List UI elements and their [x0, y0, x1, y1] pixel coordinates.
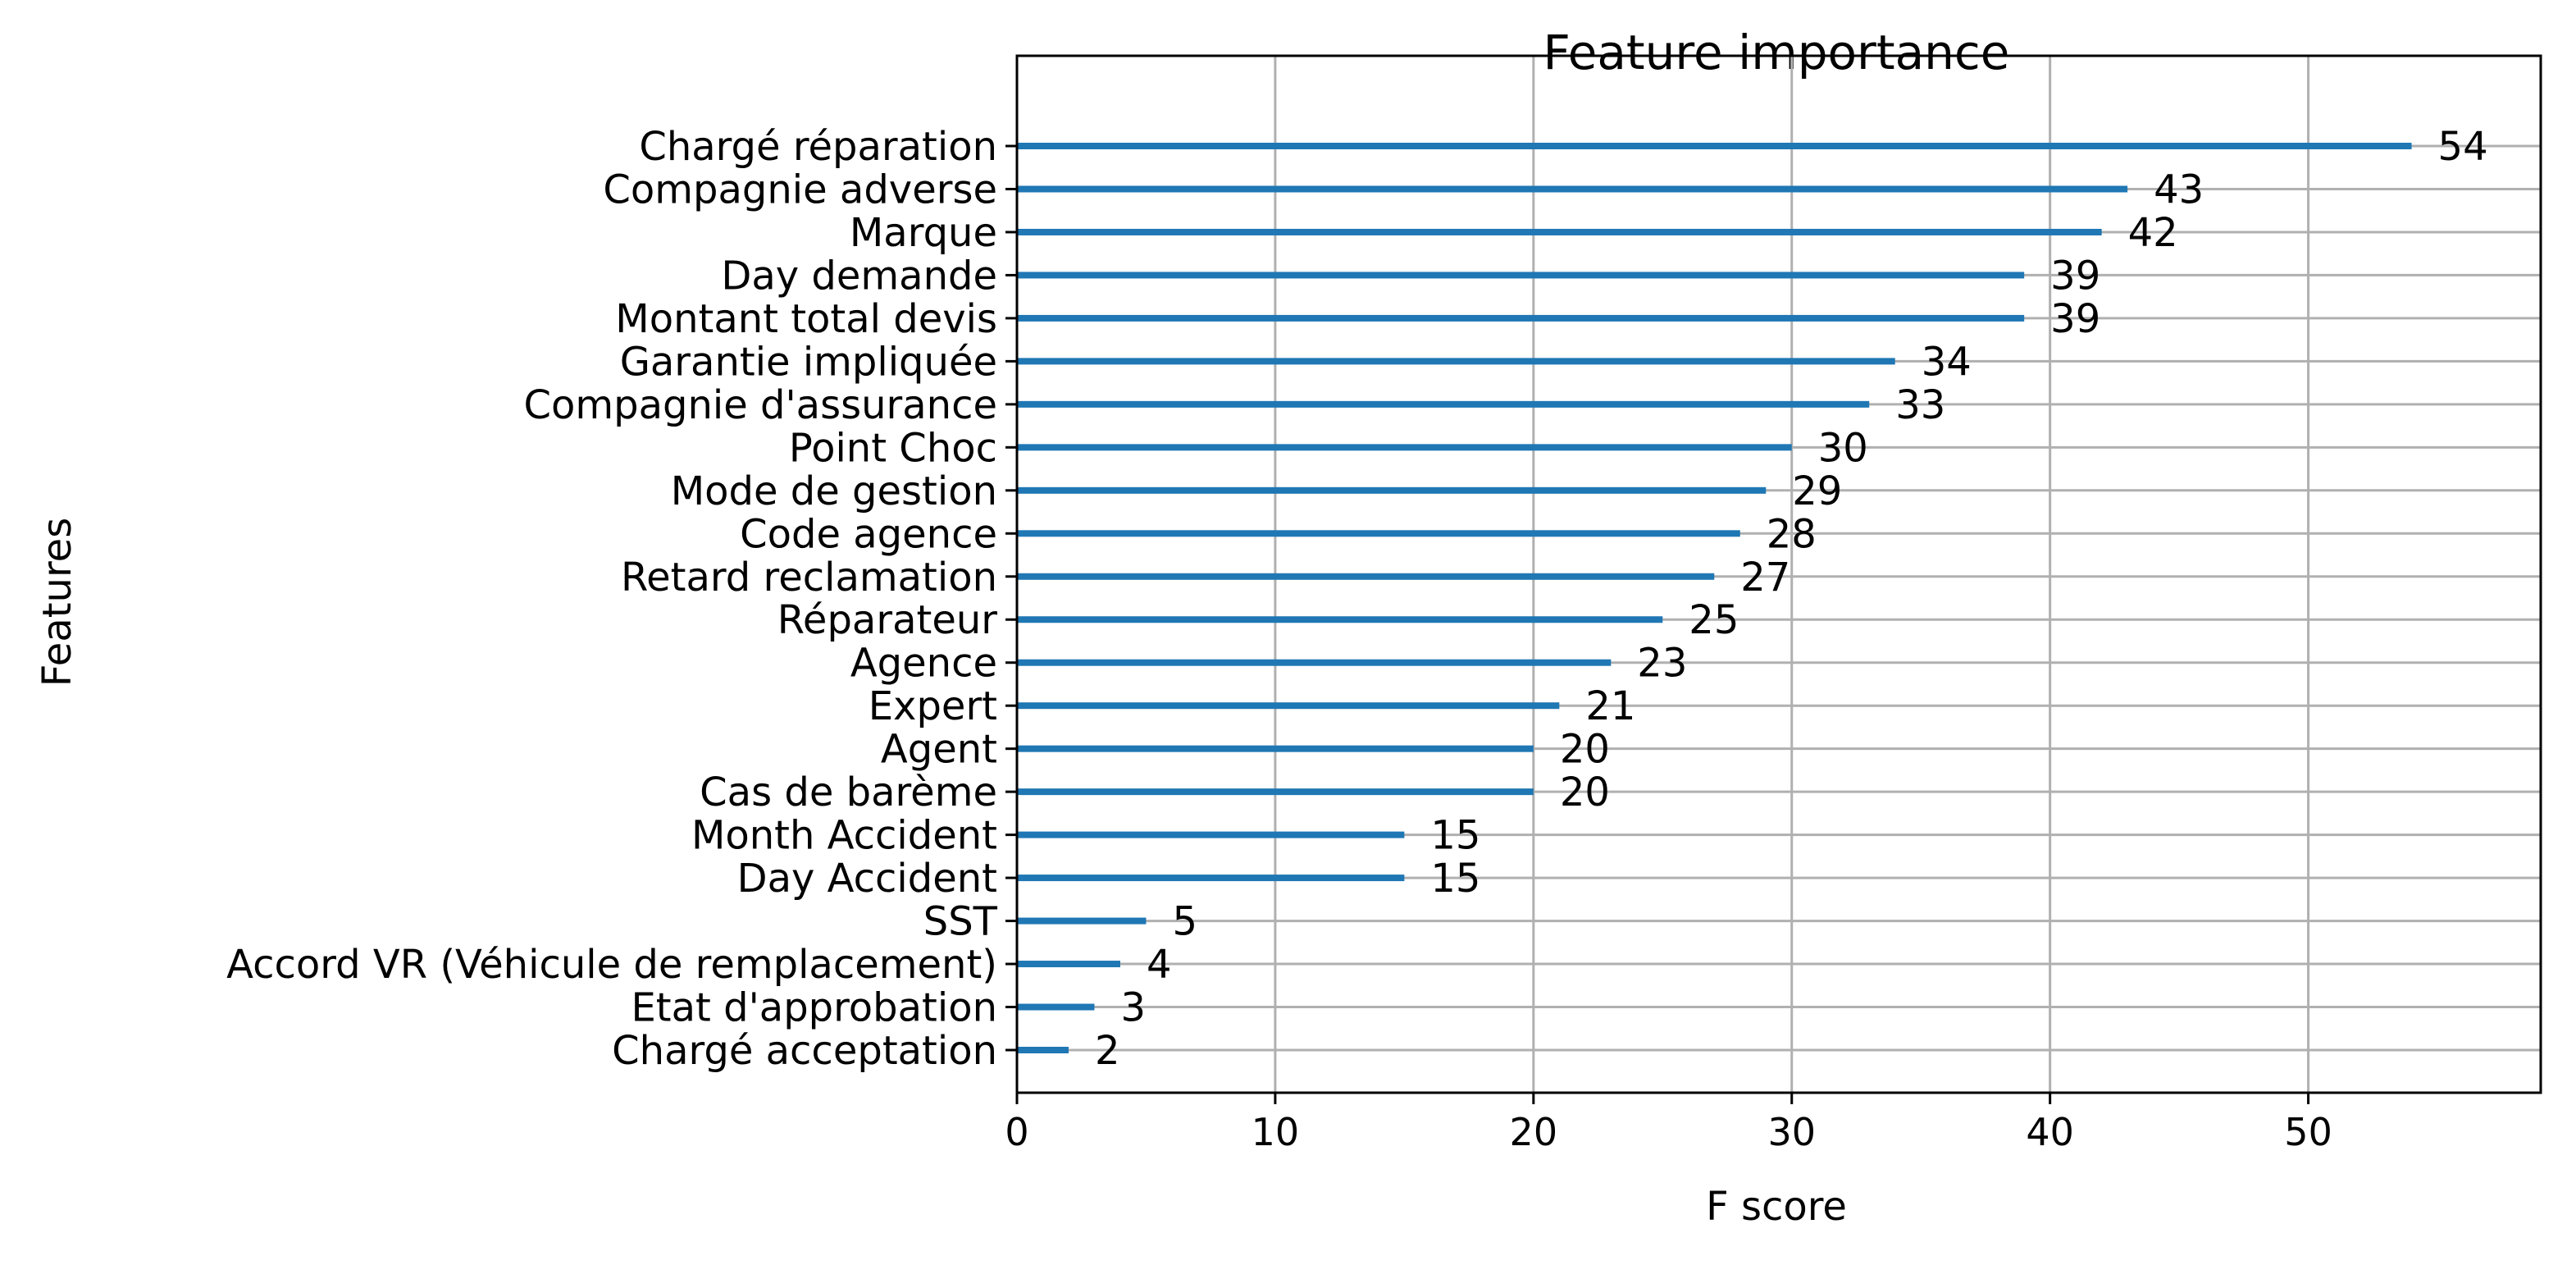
y-tick-label: Agence — [850, 641, 997, 687]
bar — [1017, 659, 1612, 666]
y-tick-label: Compagnie d'assurance — [523, 382, 997, 428]
y-tick-label: Expert — [869, 683, 997, 729]
x-tick-label: 0 — [1005, 1110, 1028, 1154]
value-label: 25 — [1689, 597, 1739, 643]
value-label: 39 — [2050, 296, 2100, 342]
bar — [1017, 358, 1895, 365]
bar — [1017, 831, 1405, 838]
value-label: 54 — [2438, 124, 2488, 170]
y-tick-label: Chargé acceptation — [612, 1028, 997, 1074]
value-label: 4 — [1147, 942, 1172, 988]
bar — [1017, 702, 1560, 710]
value-label: 27 — [1740, 555, 1790, 601]
y-tick-label: Agent — [881, 727, 997, 773]
value-label: 28 — [1767, 511, 1817, 557]
y-tick-label: Day demande — [721, 253, 997, 299]
value-label: 30 — [1818, 425, 1868, 471]
value-label: 39 — [2050, 253, 2100, 299]
y-tick-label: SST — [923, 899, 998, 945]
y-tick-label: Cas de barème — [700, 770, 997, 815]
bar — [1017, 486, 1767, 494]
value-label: 42 — [2128, 210, 2178, 256]
y-tick-label: Réparateur — [777, 597, 998, 643]
y-axis-label: Features — [34, 518, 80, 687]
y-tick-label: Month Accident — [691, 813, 997, 859]
y-tick-label: Montant total devis — [615, 296, 997, 342]
x-tick-label: 50 — [2284, 1110, 2332, 1154]
y-tick-label: Mode de gestion — [671, 468, 997, 514]
bar — [1017, 917, 1147, 925]
value-label: 43 — [2154, 167, 2204, 212]
y-tick-label: Day Accident — [737, 856, 997, 902]
x-tick-label: 30 — [1767, 1110, 1816, 1154]
y-tick-label: Accord VR (Véhicule de remplacement) — [226, 942, 997, 988]
bar — [1017, 444, 1792, 451]
y-tick-label: Compagnie adverse — [603, 167, 997, 212]
x-tick-labels: 0 10 20 30 40 50 — [1005, 1093, 2332, 1154]
bar — [1017, 788, 1534, 796]
value-label: 33 — [1895, 382, 1945, 428]
value-label: 15 — [1430, 813, 1480, 859]
y-tick-label: Garantie impliquée — [620, 339, 997, 385]
bar — [1017, 616, 1663, 623]
value-label: 34 — [1922, 339, 1972, 385]
value-label: 29 — [1792, 468, 1842, 514]
value-label: 20 — [1560, 727, 1610, 773]
value-label: 3 — [1120, 985, 1146, 1031]
x-tick-label: 10 — [1252, 1110, 1300, 1154]
bar — [1017, 1047, 1069, 1053]
chart-title: Feature importance — [1543, 25, 2010, 80]
x-tick-label: 20 — [1510, 1110, 1558, 1154]
value-label: 2 — [1095, 1028, 1120, 1074]
bar — [1017, 530, 1740, 537]
plot-frame — [1015, 54, 2542, 1094]
value-label: 21 — [1585, 683, 1635, 729]
bar — [1017, 745, 1534, 752]
y-tick-label: Etat d'approbation — [631, 985, 997, 1031]
bars — [1017, 143, 2412, 1053]
x-tick-label: 40 — [2026, 1110, 2074, 1154]
y-tick-label: Code agence — [740, 511, 997, 557]
bar — [1017, 573, 1715, 580]
bar — [1017, 228, 2102, 235]
bar — [1017, 185, 2128, 193]
bar — [1017, 314, 2025, 322]
value-label: 20 — [1560, 770, 1610, 815]
bar — [1017, 143, 2412, 149]
y-tick-label: Retard reclamation — [621, 555, 997, 601]
y-tick-label: Chargé réparation — [639, 124, 997, 170]
value-label: 23 — [1637, 641, 1687, 687]
y-tick-label: Point Choc — [789, 425, 997, 471]
bar — [1017, 875, 1405, 882]
bar — [1017, 400, 1870, 408]
y-tick-label: Marque — [850, 210, 997, 256]
bar — [1017, 1003, 1095, 1011]
bar — [1017, 961, 1120, 968]
value-label: 15 — [1430, 856, 1480, 902]
x-axis-label: F score — [1706, 1184, 1847, 1230]
bar — [1017, 272, 2025, 279]
value-label: 5 — [1172, 899, 1197, 945]
